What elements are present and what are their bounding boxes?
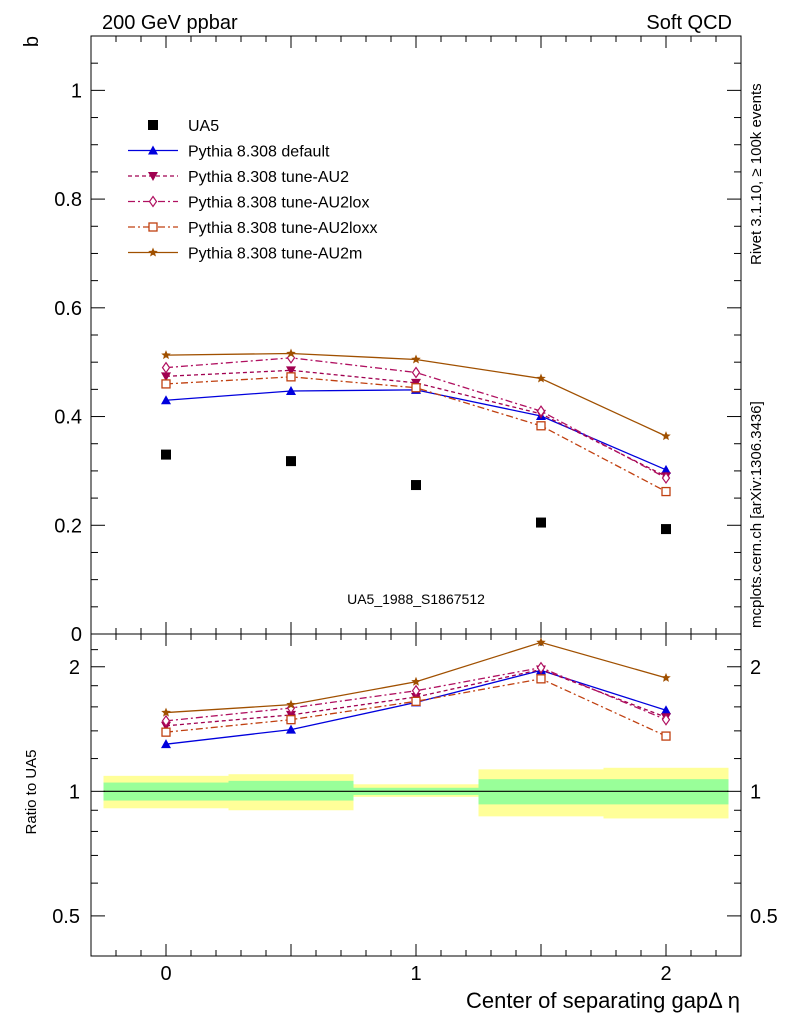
main-data-point bbox=[286, 366, 296, 376]
ratio-series-4 bbox=[161, 637, 671, 717]
legend-entry: Pythia 8.308 tune-AU2 bbox=[128, 169, 349, 186]
legend-marker bbox=[148, 120, 158, 130]
ratio-data-point bbox=[536, 637, 546, 647]
ratio-data-point bbox=[661, 713, 671, 726]
ratio-data-point bbox=[411, 676, 421, 686]
legend-label: Pythia 8.308 tune-AU2 bbox=[188, 169, 349, 186]
ratio-data-point bbox=[536, 674, 546, 684]
ratio-plot: 0 1 2 0.5 0.5 1 1 2 2 bbox=[52, 633, 778, 985]
main-y-tick-label: 1 bbox=[71, 80, 82, 102]
main-data-point bbox=[411, 366, 421, 379]
main-data-point bbox=[536, 405, 546, 418]
main-data-point bbox=[161, 350, 171, 360]
mcplots-label: mcplots.cern.ch [arXiv:1306.3436] bbox=[748, 401, 765, 628]
ratio-data-point bbox=[161, 714, 171, 727]
ratio-data-point bbox=[161, 739, 171, 749]
ratio-series-3 bbox=[161, 674, 671, 741]
ratio-y-axis-label: Ratio to UA5 bbox=[23, 749, 40, 834]
legend-marker bbox=[148, 195, 158, 208]
main-data-point bbox=[411, 383, 421, 393]
main-y-tick-label: 0.4 bbox=[54, 407, 82, 429]
uncertainty-band-inner bbox=[228, 780, 354, 801]
legend-label: UA5 bbox=[188, 118, 219, 135]
ratio-series-2 bbox=[161, 661, 671, 727]
x-tick-label: 1 bbox=[410, 963, 421, 985]
x-axis-label: Center of separating gapΔ η bbox=[466, 988, 740, 1013]
main-series-0 bbox=[161, 449, 671, 535]
main-data-point bbox=[661, 431, 671, 441]
main-data-point bbox=[536, 373, 546, 383]
legend-label: Pythia 8.308 tune-AU2m bbox=[188, 246, 362, 263]
rivet-label: Rivet 3.1.10, ≥ 100k events bbox=[748, 83, 765, 265]
ratio-data-point bbox=[661, 731, 671, 741]
main-y-tick-label: 0.2 bbox=[54, 515, 82, 537]
main-data-point bbox=[661, 524, 671, 535]
main-data-point bbox=[286, 348, 296, 358]
main-data-point bbox=[161, 395, 171, 405]
watermark-label: UA5_1988_S1867512 bbox=[347, 591, 485, 607]
ratio-data-point bbox=[286, 699, 296, 709]
x-tick-label: 0 bbox=[160, 963, 171, 985]
main-series-4 bbox=[161, 372, 671, 497]
legend-entry: Pythia 8.308 default bbox=[128, 144, 330, 161]
main-data-point bbox=[536, 517, 546, 528]
legend: UA5 Pythia 8.308 default Pythia 8.308 tune… bbox=[128, 118, 377, 263]
header-right-label: Soft QCD bbox=[646, 12, 732, 34]
ratio-data-point bbox=[286, 715, 296, 725]
legend-entry: Pythia 8.308 tune-AU2lox bbox=[128, 195, 369, 212]
ratio-y-tick-label-left: 0.5 bbox=[52, 906, 80, 928]
ratio-y-tick-label-left: 1 bbox=[69, 781, 80, 803]
ratio-data-point bbox=[161, 707, 171, 717]
main-data-point bbox=[286, 385, 296, 395]
main-data-point bbox=[286, 456, 296, 467]
main-data-point bbox=[661, 486, 671, 497]
main-data-point bbox=[286, 372, 296, 382]
legend-label: Pythia 8.308 default bbox=[188, 144, 330, 161]
main-data-point bbox=[161, 379, 171, 389]
ratio-data-point bbox=[286, 724, 296, 734]
ratio-data-point bbox=[661, 672, 671, 682]
legend-marker bbox=[148, 222, 158, 232]
ratio-y-tick-label-right: 1 bbox=[750, 781, 761, 803]
legend-label: Pythia 8.308 tune-AU2loxx bbox=[188, 220, 377, 237]
main-data-point bbox=[661, 471, 671, 485]
main-data-point bbox=[661, 464, 671, 474]
main-y-tick-label: 0 bbox=[71, 624, 82, 646]
main-y-axis-label: b bbox=[21, 36, 43, 47]
main-data-point bbox=[161, 361, 171, 374]
main-y-tick-label: 0.8 bbox=[54, 189, 82, 211]
ratio-y-tick-label-left: 2 bbox=[69, 657, 80, 679]
legend-marker bbox=[148, 172, 158, 181]
ratio-data-point bbox=[161, 727, 171, 737]
ratio-data-point bbox=[411, 696, 421, 706]
main-data-point bbox=[411, 354, 421, 364]
legend-marker bbox=[148, 145, 158, 155]
main-series-1 bbox=[161, 384, 671, 474]
main-y-tick-label: 0.6 bbox=[54, 298, 82, 320]
legend-entry: Pythia 8.308 tune-AU2loxx bbox=[128, 220, 377, 237]
legend-label: Pythia 8.308 tune-AU2lox bbox=[188, 195, 369, 212]
main-data-point bbox=[161, 372, 171, 382]
main-series-3 bbox=[161, 351, 671, 485]
x-tick-label: 2 bbox=[660, 963, 671, 985]
ratio-y-tick-label-right: 0.5 bbox=[750, 906, 778, 928]
ratio-data-point bbox=[661, 705, 671, 715]
legend-marker bbox=[148, 247, 158, 257]
main-series-5 bbox=[161, 348, 671, 441]
legend-entry: UA5 bbox=[148, 118, 219, 135]
ratio-data-point bbox=[536, 661, 546, 674]
main-data-point bbox=[411, 480, 421, 491]
main-data-point bbox=[536, 421, 546, 431]
header-left-label: 200 GeV ppbar bbox=[102, 12, 238, 34]
ratio-y-tick-label-right: 2 bbox=[750, 657, 761, 679]
ratio-data-point bbox=[411, 684, 421, 697]
legend-entry: Pythia 8.308 tune-AU2m bbox=[128, 246, 362, 263]
main-plot: 0 0.2 0.4 0.6 0.8 1 bbox=[54, 35, 742, 646]
main-data-point bbox=[161, 449, 171, 460]
